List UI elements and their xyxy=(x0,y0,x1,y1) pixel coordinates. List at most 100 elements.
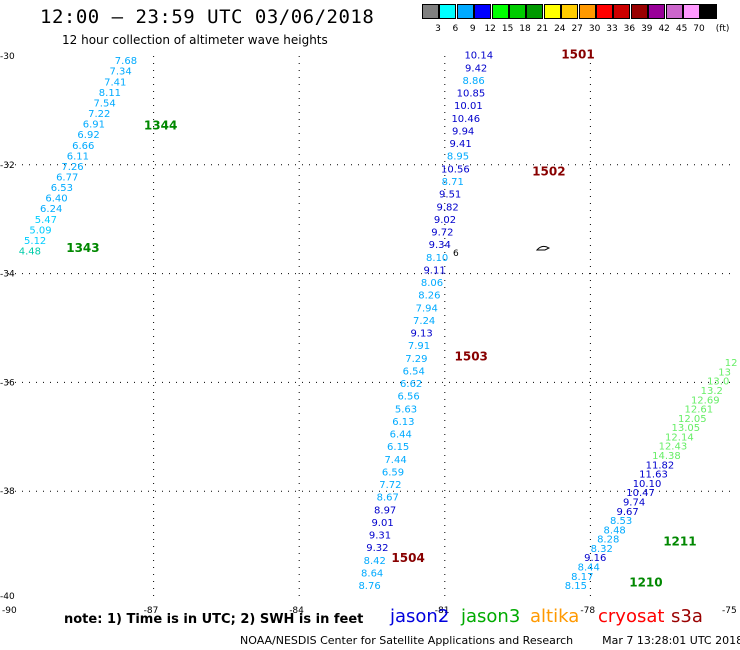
pass-time-label: 1211 xyxy=(663,535,696,549)
wave-height-value: 7.34 xyxy=(109,67,131,78)
wave-height-value: 9.72 xyxy=(431,228,453,239)
scale-swatch xyxy=(648,4,666,19)
satellite-legend-s3a: s3a xyxy=(671,606,703,627)
wave-height-value: 5.47 xyxy=(35,215,57,226)
map-tick-labels: -90 -87 -84 -81 -78 -75 -30 -32 -34 -36 -38 -40 xyxy=(0,52,737,616)
scale-swatch xyxy=(543,4,561,19)
scale-swatch xyxy=(630,4,648,19)
scale-label: 6 xyxy=(452,24,459,34)
scale-label: 12 xyxy=(484,24,496,34)
scale-swatch xyxy=(613,4,631,19)
wave-height-value: 9.11 xyxy=(423,265,445,276)
wave-height-value: 6.66 xyxy=(72,141,94,152)
wave-height-value: 8.11 xyxy=(99,88,121,99)
scale-swatch xyxy=(561,4,579,19)
latitude-tick-label: -30 xyxy=(0,52,15,62)
wave-height-value: 8.32 xyxy=(591,544,613,555)
wave-height-value: 11.63 xyxy=(639,470,668,481)
scale-label: 27 xyxy=(571,24,583,34)
wave-height-value: 7.24 xyxy=(413,316,435,327)
wave-height-value: 9.16 xyxy=(584,553,606,564)
wave-height-value: 6.92 xyxy=(77,130,99,141)
wave-height-value: 10.14 xyxy=(464,51,493,62)
wave-height-value: 9.82 xyxy=(436,202,458,213)
wave-height-value: 8.10 xyxy=(426,253,448,264)
credit-text: NOAA/NESDIS Center for Satellite Applica… xyxy=(240,634,574,647)
satellite-legend-jason3: jason3 xyxy=(461,606,521,627)
scale-label: 21 xyxy=(536,24,549,34)
longitude-tick-label: -90 xyxy=(2,606,17,616)
scale-label: 18 xyxy=(519,24,531,34)
wave-height-value: 5.12 xyxy=(24,236,46,247)
wave-height-value: 12.14 xyxy=(665,432,694,443)
longitude-tick-label: -87 xyxy=(144,606,159,616)
satellite-tracks: 7.687.347.418.117.547.226.916.926.666.11… xyxy=(19,51,738,592)
wave-height-value: 6.15 xyxy=(387,442,409,453)
scale-label: 3 xyxy=(435,24,441,34)
timestamp-text: Mar 7 13:28:01 UTC 2018 xyxy=(602,634,740,647)
wave-height-value: 7.72 xyxy=(379,480,401,491)
wave-height-value: 7.68 xyxy=(115,56,137,67)
wave-height-value: 7.54 xyxy=(93,98,115,109)
wave-height-value: 7.44 xyxy=(384,455,406,466)
scale-swatch xyxy=(683,4,700,19)
wave-height-value: 8.26 xyxy=(418,291,440,302)
wave-height-value: 12.05 xyxy=(678,414,707,425)
wave-height-value: 7.94 xyxy=(416,303,438,314)
wave-height-value: 6.11 xyxy=(67,151,89,162)
wave-height-value: 12.61 xyxy=(684,405,713,416)
page-title: 12:00 – 23:59 UTC 03/06/2018 xyxy=(40,6,375,28)
wave-height-value: 9.42 xyxy=(465,63,487,74)
scale-label: 24 xyxy=(554,24,566,34)
pass-time-label: 1504 xyxy=(391,551,424,565)
wave-height-value: 9.51 xyxy=(439,190,461,201)
wave-height-value: 5.09 xyxy=(29,225,51,236)
wave-height-value: 8.67 xyxy=(377,493,399,504)
wave-height-value: 10.10 xyxy=(633,479,662,490)
wave-height-value: 13.2 xyxy=(701,386,723,397)
wave-height-value: 8.95 xyxy=(447,152,469,163)
wave-height-value: 8.71 xyxy=(442,177,464,188)
wave-height-value: 8.17 xyxy=(571,572,593,583)
scale-label: 36 xyxy=(623,24,636,34)
wave-height-value: 13.0 xyxy=(707,377,729,388)
map-gridlines xyxy=(8,56,736,600)
wave-height-value: 14.38 xyxy=(652,451,681,462)
scale-swatch xyxy=(700,4,718,19)
wave-height-value: 10.46 xyxy=(451,114,480,125)
latitude-tick-label: -38 xyxy=(0,487,15,497)
pass-time-label: 1503 xyxy=(455,350,488,364)
scale-swatch xyxy=(578,4,596,19)
wave-height-value: 8.53 xyxy=(610,516,632,527)
wave-height-value: 6.13 xyxy=(392,417,414,428)
wave-height-value: 6.56 xyxy=(397,392,419,403)
latitude-tick-label: -36 xyxy=(0,378,15,388)
satellite-legend-jason2: jason2 xyxy=(390,606,450,627)
wave-height-value: 8.86 xyxy=(462,76,484,87)
wave-height-value: 9.67 xyxy=(616,507,638,518)
scale-label: 45 xyxy=(675,24,688,34)
wave-height-value: 12 xyxy=(725,358,738,369)
pass-time-labels: 1344 1343 1501 1502 1503 1504 1211 1210 xyxy=(66,48,696,590)
scale-swatch xyxy=(456,4,474,19)
scale-label: 9 xyxy=(469,24,476,34)
wave-height-value: 6.40 xyxy=(45,194,67,205)
scale-label: 15 xyxy=(501,24,514,34)
wave-height-value: 9.74 xyxy=(623,497,645,508)
wave-height-value: 8.28 xyxy=(597,535,619,546)
wave-height-value: 6.91 xyxy=(83,120,105,131)
pass-time-label: 1210 xyxy=(629,575,662,589)
wave-height-value: 11.82 xyxy=(646,460,675,471)
wave-height-value: 8.42 xyxy=(364,556,386,567)
island-digit: 6 xyxy=(453,249,459,259)
wave-height-value: 8.44 xyxy=(578,563,600,574)
pass-time-label: 1344 xyxy=(144,118,177,132)
latitude-tick-label: -32 xyxy=(0,161,15,171)
longitude-tick-label: -81 xyxy=(435,606,450,616)
wave-height-value: 9.02 xyxy=(434,215,456,226)
wave-height-value: 8.64 xyxy=(361,568,383,579)
scale-label: 33 xyxy=(606,24,618,34)
wave-height-value: 8.15 xyxy=(565,581,587,592)
